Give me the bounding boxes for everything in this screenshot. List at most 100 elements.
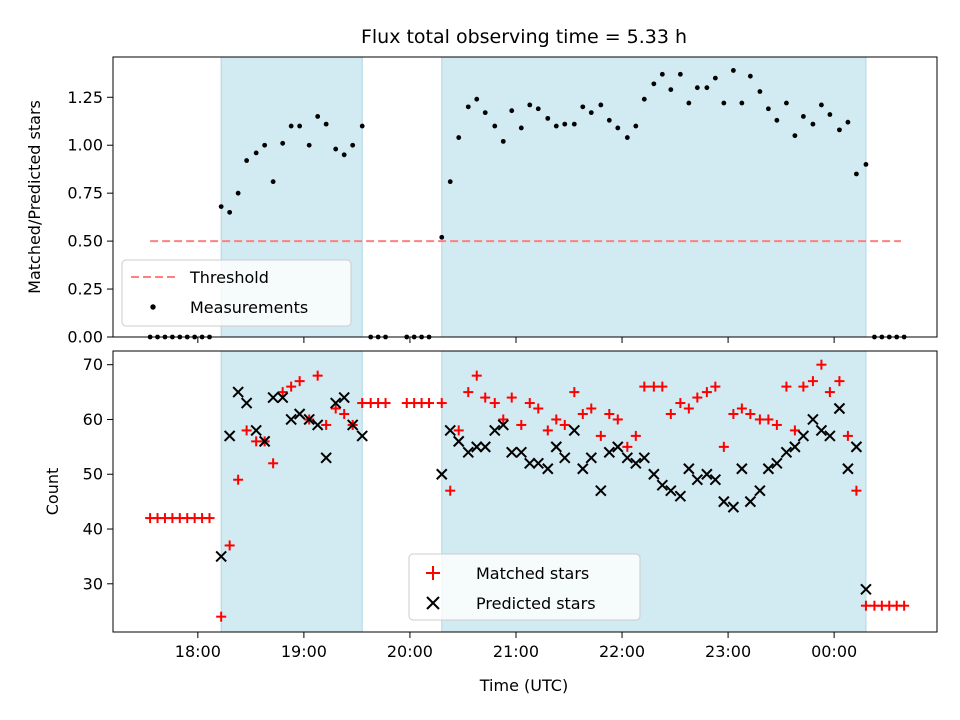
y-tick-label: 1.00 [67,136,103,155]
predicted-star-point [577,463,589,475]
predicted-star-point [630,457,642,469]
predicted-star-b [232,386,244,398]
measurement-point [739,100,745,106]
matched-star-point [683,403,694,414]
predicted-star-point [240,397,253,409]
matched-star-point [692,392,703,403]
predicted-star-point [850,441,863,453]
predicted-star-b [762,463,775,475]
measurement-point [562,121,568,127]
matched-star-point [251,436,262,447]
predicted-star-point [329,397,342,409]
predicted-star-point [727,501,740,513]
measurement-point [545,115,551,121]
matched-star-point [860,600,871,611]
predicted-star-b [479,441,491,453]
matched-star-point [312,370,323,381]
measurement-point [580,104,586,110]
matched-star-point [807,376,818,387]
predicted-star-b [515,446,527,459]
measurement-point [527,102,533,108]
matched-star-point [577,408,588,419]
measurement-point [606,117,612,123]
matched-star-point [559,419,570,430]
matched-star-point [506,392,517,403]
predicted-star-b [444,424,456,437]
predicted-star-point [250,424,262,437]
predicted-star-point [346,419,359,431]
predicted-star-b [621,452,634,464]
shaded-span-1 [441,56,867,338]
predicted-star-point [718,495,730,508]
predicted-star-b [833,402,846,415]
predicted-star-b [638,452,651,464]
matched-star-point [710,381,721,392]
predicted-star-point [542,463,554,475]
predicted-star-b [311,419,324,431]
matched-star-point [665,408,676,419]
matched-star-point [612,414,623,425]
top-x-ticks [197,337,835,343]
measurement-point [757,89,763,94]
predicted-star-b [701,468,713,480]
predicted-star-point [506,446,518,459]
shaded-span-0 [220,350,363,633]
bottom-legend-box [408,553,641,621]
measurement-point [615,125,621,131]
measurement-point [747,73,753,79]
predicted-star-point [515,446,527,459]
measurement-point [447,179,453,185]
predicted-star-b [532,457,544,469]
matched-star-point [330,403,341,414]
predicted-star-b [320,452,332,464]
measurement-point [280,140,286,146]
predicted-star-point [293,408,306,420]
measurement-points [147,68,907,340]
predicted-star-b [612,441,624,453]
measurement-point [854,171,859,177]
measurement-point [845,119,851,125]
measurement-point [359,123,365,129]
matched-star-point [824,387,835,398]
matched-star-point [551,414,562,425]
top-legend-box [121,259,352,327]
matched-star-point [294,376,305,387]
predicted-star-point [444,424,456,437]
y-tick-label: 0.50 [67,232,103,251]
predicted-star-b [744,495,757,508]
predicted-star-b [683,463,695,475]
measurement-point [774,117,780,123]
matched-star-point [339,408,350,419]
predicted-star-b [346,419,359,431]
matched-star-point [542,425,553,436]
measurement-point [721,100,727,106]
y-tick-label: 0.00 [67,328,103,347]
y-tick-label: 50 [83,465,103,484]
predicted-star-b [736,463,748,475]
predicted-star-point [436,468,448,480]
predicted-star-point [648,468,660,480]
predicted-star-point [550,441,562,453]
predicted-star-point [453,435,465,448]
matched-star-point [357,398,368,409]
predicted-star-point [524,457,536,469]
matched-star-point [745,408,756,419]
matched-star-point [436,398,447,409]
matched-star-point [233,474,244,485]
measurement-point [712,75,718,81]
predicted-star-b [524,457,536,469]
predicted-star-point [744,495,757,508]
measurement-point [800,114,806,119]
matched-star-point [380,398,391,409]
predicted-star-point [709,474,722,486]
top-legend: Threshold Measurements [121,259,352,327]
matched-star-point [424,398,435,409]
predicted-star-b [727,501,740,513]
predicted-star-point [338,391,350,404]
measurement-point [863,161,869,167]
matched-star-point [754,414,765,425]
matched-star-point [604,408,615,419]
measurement-point [827,112,833,117]
predicted-star-b [267,391,279,404]
